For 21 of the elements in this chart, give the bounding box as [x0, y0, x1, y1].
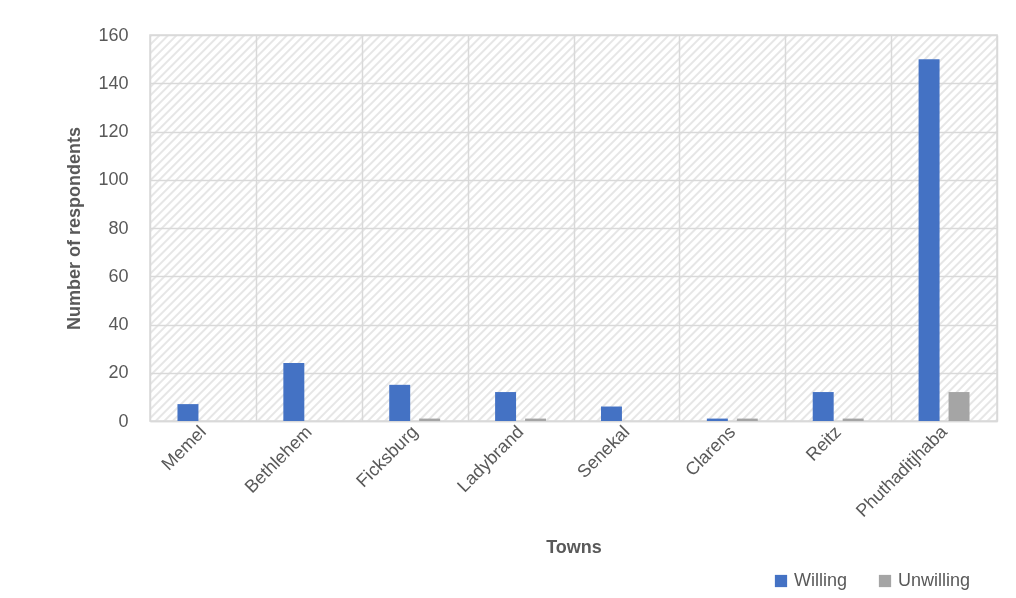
legend-label: Unwilling	[898, 570, 971, 590]
bar	[495, 392, 517, 421]
y-tick-label: 140	[98, 72, 129, 93]
bar	[389, 384, 411, 421]
y-tick-label: 0	[118, 410, 129, 431]
y-tick-label: 80	[108, 217, 129, 238]
x-axis-title: Towns	[546, 536, 602, 557]
bar	[600, 406, 622, 421]
legend-label: Willing	[794, 570, 848, 590]
y-tick-label: 160	[98, 24, 129, 45]
bar	[177, 404, 199, 421]
y-tick-label: 60	[108, 265, 129, 286]
y-tick-label: 120	[98, 121, 129, 141]
y-tick-label: 20	[108, 362, 129, 383]
bar	[812, 392, 834, 421]
bar	[948, 392, 970, 421]
y-tick-label: 40	[108, 314, 129, 334]
y-tick-label: 100	[98, 169, 129, 190]
bar	[283, 363, 305, 421]
bar	[918, 59, 940, 421]
y-axis-title: Number of respondents	[64, 126, 85, 331]
